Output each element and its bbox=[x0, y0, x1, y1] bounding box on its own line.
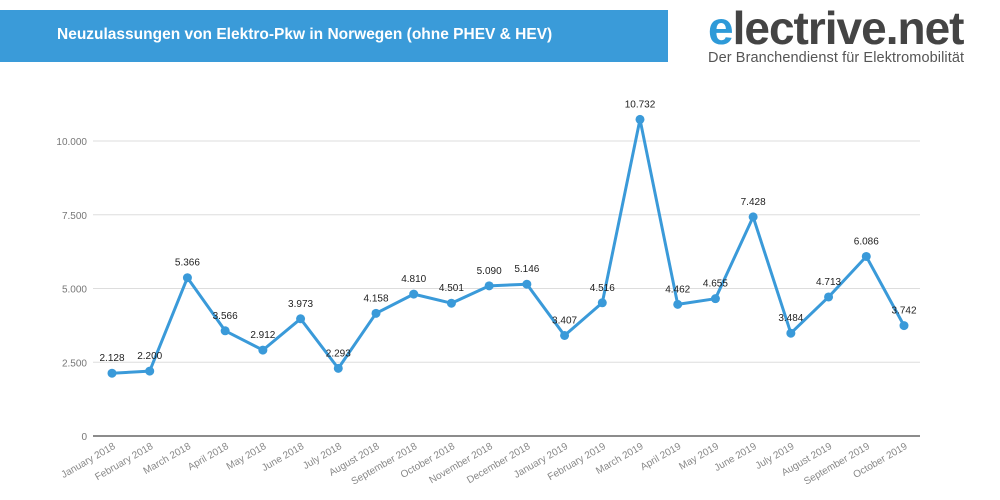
data-point bbox=[673, 299, 683, 309]
data-label: 10.732 bbox=[625, 99, 656, 110]
data-point bbox=[786, 328, 796, 338]
data-point bbox=[635, 114, 645, 124]
data-label: 3.566 bbox=[213, 311, 238, 322]
data-point bbox=[409, 289, 419, 299]
data-point bbox=[824, 292, 834, 302]
data-label: 3.973 bbox=[288, 299, 313, 310]
data-label: 7.428 bbox=[741, 197, 766, 208]
data-point bbox=[446, 298, 456, 308]
y-tick-label: 2.500 bbox=[62, 358, 87, 369]
data-label: 4.810 bbox=[401, 274, 426, 285]
y-tick-label: 5.000 bbox=[62, 285, 87, 296]
x-tick-label: April 2019 bbox=[639, 441, 684, 473]
series-line bbox=[111, 117, 906, 375]
data-label: 4.713 bbox=[816, 277, 841, 288]
data-label: 3.484 bbox=[778, 313, 803, 324]
y-tick-label: 7.500 bbox=[62, 211, 87, 222]
y-tick-label: 10.000 bbox=[56, 137, 87, 148]
x-tick-label: November 2018 bbox=[428, 441, 495, 486]
data-point bbox=[710, 294, 720, 304]
data-point bbox=[597, 298, 607, 308]
data-label: 2.200 bbox=[137, 351, 162, 362]
data-label: 2.293 bbox=[326, 348, 351, 359]
data-label: 4.655 bbox=[703, 279, 728, 290]
data-point bbox=[748, 212, 758, 222]
data-label: 4.516 bbox=[590, 283, 615, 294]
x-tick-label: June 2019 bbox=[713, 441, 759, 474]
data-label: 4.501 bbox=[439, 283, 464, 294]
data-point bbox=[107, 368, 117, 378]
data-point bbox=[522, 279, 532, 289]
electrive-logo: electrive.net Der Branchendienst für Ele… bbox=[708, 2, 965, 66]
y-tick-label: 0 bbox=[81, 432, 87, 443]
data-label: 4.158 bbox=[363, 293, 388, 304]
x-tick-label: April 2018 bbox=[186, 441, 231, 473]
data-point bbox=[145, 366, 155, 376]
data-label: 3.742 bbox=[891, 306, 916, 317]
data-point bbox=[560, 330, 570, 340]
data-point bbox=[220, 326, 230, 336]
x-tick-label: September 2019 bbox=[802, 441, 872, 488]
data-point bbox=[296, 314, 306, 324]
data-point bbox=[182, 273, 192, 283]
logo-tagline: Der Branchendienst für Elektromobilität bbox=[708, 50, 965, 66]
data-label: 4.462 bbox=[665, 284, 690, 295]
data-label: 5.090 bbox=[477, 266, 502, 277]
data-label: 5.366 bbox=[175, 258, 200, 269]
data-label: 3.407 bbox=[552, 315, 577, 326]
title-banner: Neuzulassungen von Elektro-Pkw in Norweg… bbox=[0, 10, 668, 62]
data-point bbox=[899, 321, 909, 331]
data-label: 6.086 bbox=[854, 236, 879, 247]
x-tick-label: December 2018 bbox=[465, 441, 532, 486]
data-label: 5.146 bbox=[514, 264, 539, 275]
data-point bbox=[333, 363, 343, 373]
x-tick-label: September 2018 bbox=[350, 441, 420, 488]
data-point bbox=[371, 308, 381, 318]
data-label: 2.912 bbox=[250, 330, 275, 341]
data-point bbox=[258, 345, 268, 355]
data-point bbox=[861, 251, 871, 261]
x-tick-label: June 2018 bbox=[260, 441, 306, 474]
data-point bbox=[484, 281, 494, 291]
chart-title: Neuzulassungen von Elektro-Pkw in Norweg… bbox=[57, 26, 553, 43]
data-label: 2.128 bbox=[99, 353, 124, 364]
